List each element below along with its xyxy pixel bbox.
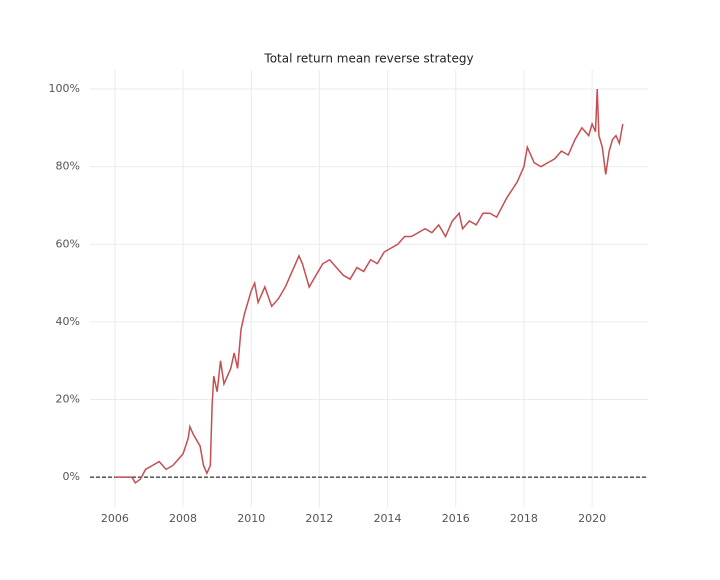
x-tick-label: 2010 <box>237 512 265 525</box>
y-tick-label: 40% <box>56 315 80 328</box>
y-tick-label: 100% <box>49 82 80 95</box>
x-tick-label: 2012 <box>305 512 333 525</box>
x-tick-label: 2008 <box>169 512 197 525</box>
x-tick-label: 2018 <box>510 512 538 525</box>
y-tick-label: 80% <box>56 160 80 173</box>
data-line <box>114 88 624 485</box>
x-tick-label: 2020 <box>578 512 606 525</box>
y-tick-label: 20% <box>56 392 80 405</box>
x-tick-label: 2006 <box>101 512 129 525</box>
y-tick-label: 60% <box>56 237 80 250</box>
x-tick-label: 2016 <box>442 512 470 525</box>
chart-title: Total return mean reverse strategy <box>263 52 473 66</box>
x-tick-label: 2014 <box>374 512 402 525</box>
y-tick-label: 0% <box>63 470 80 483</box>
